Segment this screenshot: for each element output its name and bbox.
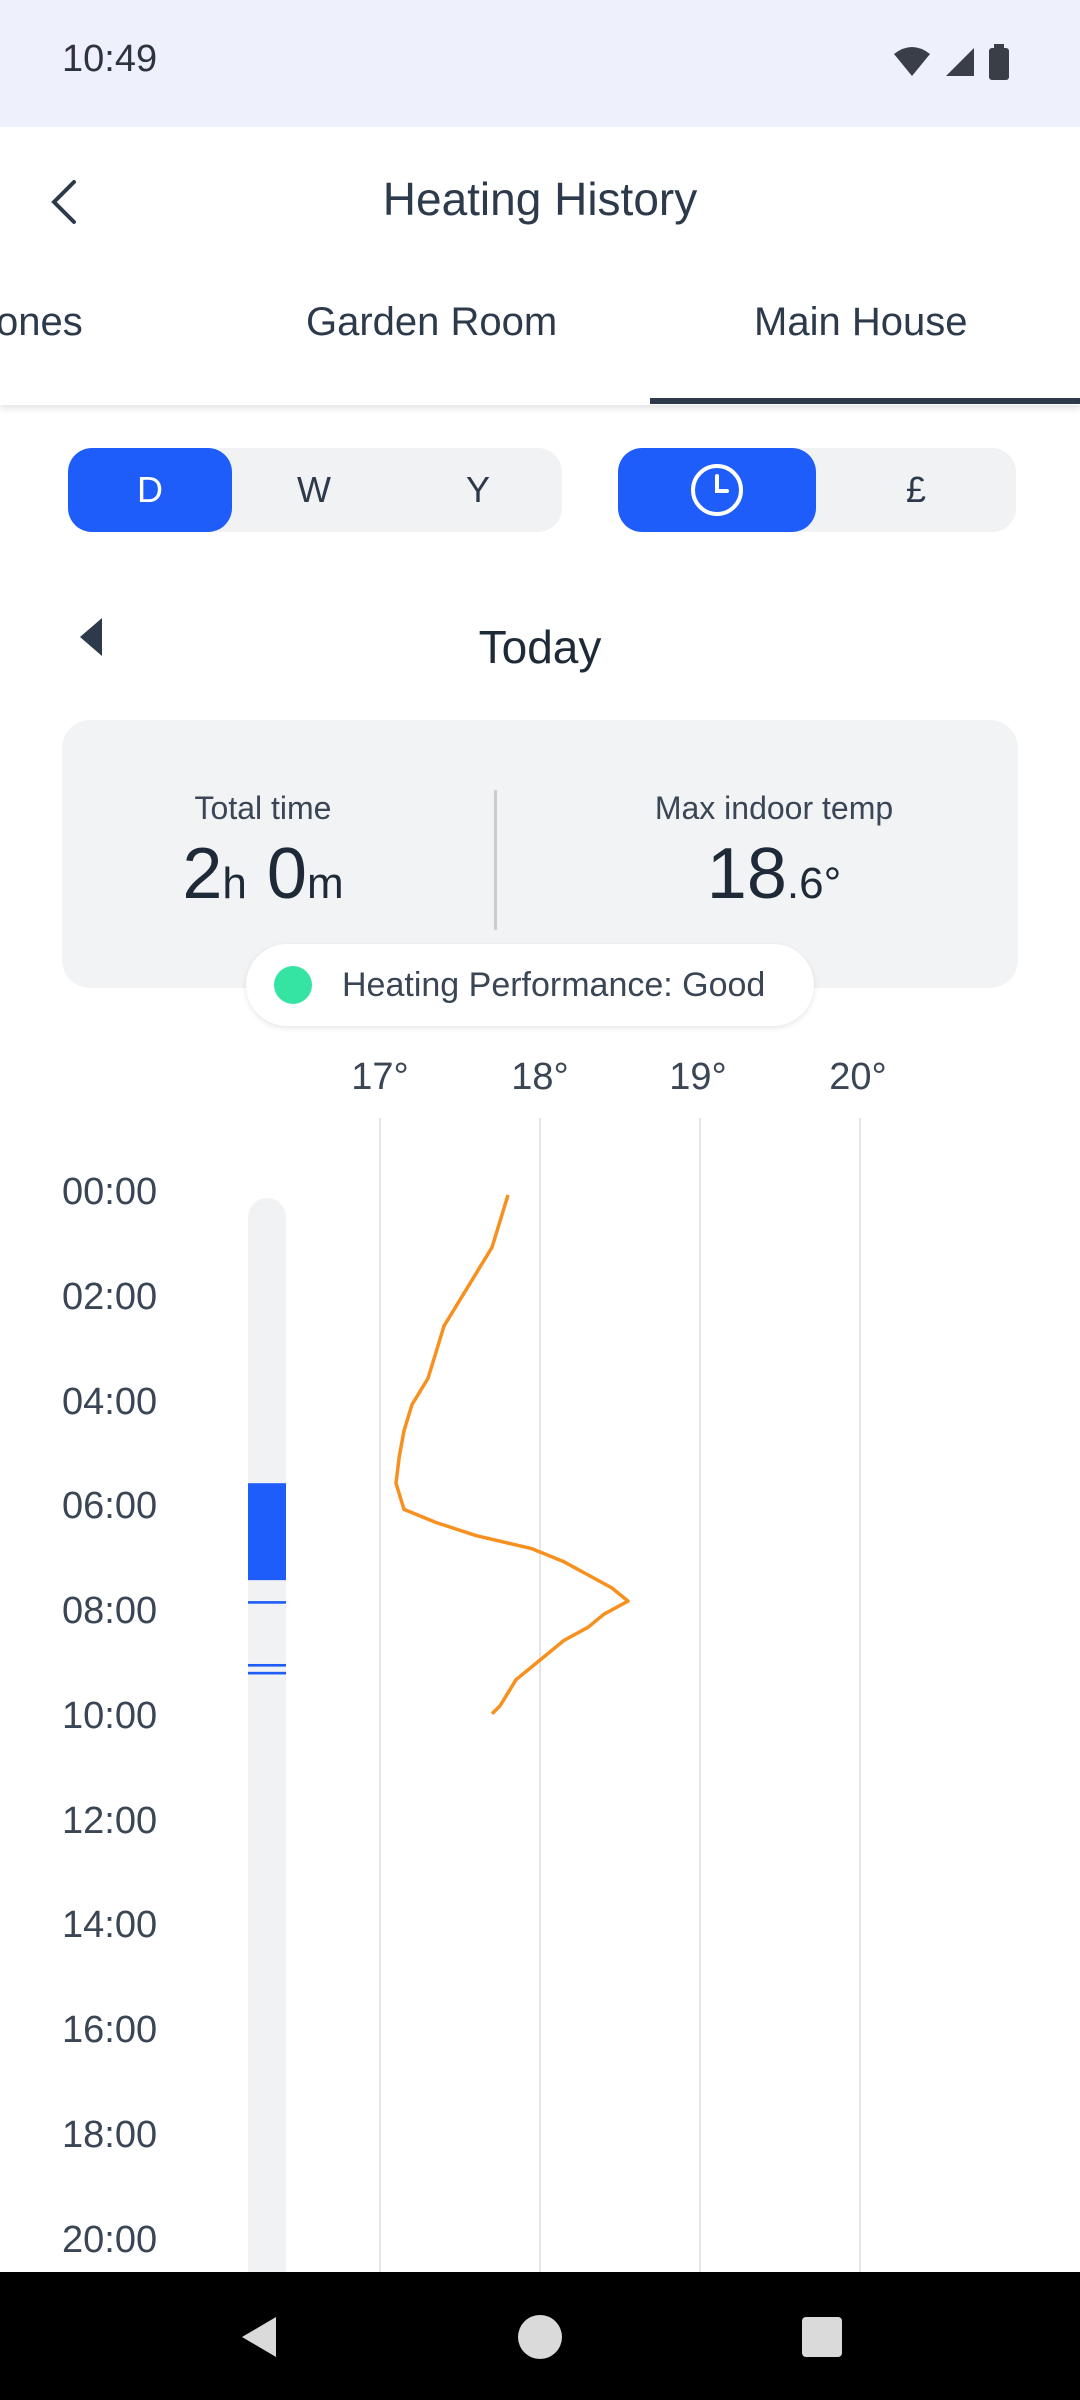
- heating-performance-pill: Heating Performance: Good: [246, 944, 814, 1026]
- temp-tick: 18°: [511, 1056, 569, 1098]
- page-title: Heating History: [382, 173, 698, 225]
- heating-period-bar: [248, 1483, 286, 1581]
- nav-recents-icon: [802, 2317, 842, 2357]
- temp-tick: 19°: [669, 1056, 727, 1098]
- signal-icon: [946, 48, 974, 76]
- temperature-chart: [248, 1118, 861, 2272]
- tab-main-house[interactable]: Main House: [754, 300, 968, 344]
- nav-home-button[interactable]: [508, 2305, 572, 2369]
- time-tick: 20:00: [62, 2219, 158, 2261]
- time-tick: 02:00: [62, 1276, 158, 1318]
- time-tick: 18:00: [62, 2114, 158, 2156]
- time-tick: 10:00: [62, 1695, 158, 1737]
- status-bar: [0, 0, 1080, 127]
- status-time: 10:49: [62, 38, 158, 80]
- time-tick: 00:00: [62, 1171, 158, 1213]
- app-bar: [0, 127, 1080, 405]
- performance-text: Heating Performance: Good: [342, 965, 766, 1004]
- max-temp-value: 18.6°: [706, 834, 842, 914]
- clock-icon: [691, 464, 743, 516]
- max-temp-label: Max indoor temp: [654, 790, 894, 826]
- heating-timeline-track: [248, 1198, 286, 2278]
- time-tick: 16:00: [62, 2009, 158, 2051]
- performance-status-dot: [274, 966, 312, 1004]
- total-time-label: Total time: [194, 790, 332, 826]
- time-tick: 08:00: [62, 1590, 158, 1632]
- back-button[interactable]: [30, 165, 96, 239]
- chevron-left-icon: [51, 180, 76, 224]
- heating-period-bar: [248, 1671, 286, 1675]
- mode-toggle: £: [618, 448, 1016, 532]
- summary-card: [62, 720, 1018, 988]
- wifi-icon: [894, 47, 930, 76]
- time-tick: 04:00: [62, 1381, 158, 1423]
- date-label: Today: [478, 621, 602, 673]
- period-day-button[interactable]: D: [68, 448, 232, 532]
- tab-selected-indicator: [650, 398, 1080, 404]
- status-icons: [892, 40, 1010, 84]
- temp-tick: 17°: [351, 1056, 409, 1098]
- time-tick: 14:00: [62, 1904, 158, 1946]
- period-week-button[interactable]: W: [297, 469, 331, 510]
- period-toggle: D W Y: [68, 448, 562, 532]
- time-tick: 06:00: [62, 1485, 158, 1527]
- temp-tick: 20°: [829, 1056, 887, 1098]
- cost-mode-button[interactable]: £: [905, 469, 927, 510]
- period-year-button[interactable]: Y: [465, 469, 490, 510]
- nav-home-icon: [518, 2315, 562, 2359]
- heating-period-bar: [248, 1601, 286, 1604]
- time-tick: 12:00: [62, 1800, 158, 1842]
- battery-icon: [989, 44, 1009, 80]
- total-time-value: 2h 0m: [182, 834, 344, 914]
- tab-garden-room[interactable]: Garden Room: [306, 300, 558, 344]
- nav-back-icon: [242, 2317, 276, 2357]
- previous-day-arrow-icon[interactable]: [76, 614, 116, 660]
- tab-zones[interactable]: ones: [0, 300, 83, 344]
- heating-period-bar: [248, 1663, 286, 1667]
- time-mode-button[interactable]: [618, 448, 816, 532]
- card-divider: [494, 790, 497, 930]
- nav-recents-button[interactable]: [790, 2305, 854, 2369]
- temperature-line: [394, 1194, 630, 1716]
- nav-back-button[interactable]: [226, 2305, 290, 2369]
